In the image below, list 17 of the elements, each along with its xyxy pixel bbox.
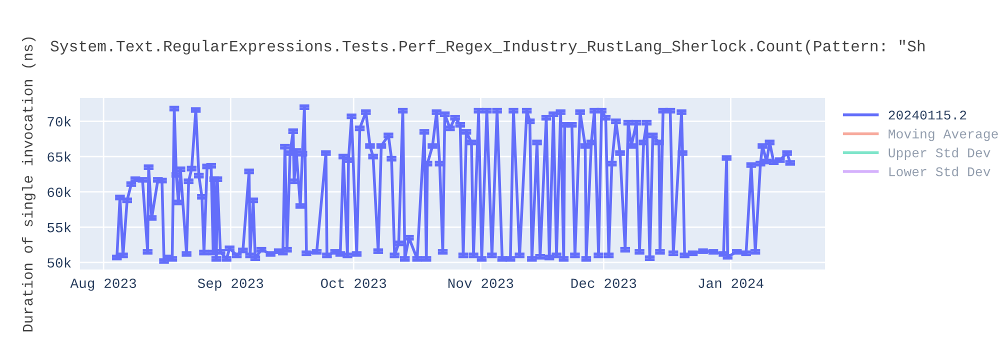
y-tick-label: 55k <box>48 222 71 232</box>
x-tick-label: Oct 2023 <box>320 278 386 288</box>
y-tick-label: 70k <box>48 116 71 126</box>
legend-label: Lower Std Dev <box>889 166 990 176</box>
legend-label: Moving Average <box>888 128 998 142</box>
x-tick-label: Jan 2024 <box>698 278 764 288</box>
legend-label: Upper Std Dev <box>888 148 990 160</box>
x-tick-label: Nov 2023 <box>448 278 514 288</box>
y-tick-label: 65k <box>48 152 71 162</box>
x-tick-label: Dec 2023 <box>571 278 636 288</box>
y-axis-title: Duration of single invocation (ns) <box>22 37 36 332</box>
y-tick-label: 60k <box>48 186 71 198</box>
y-tick-label: 50k <box>48 257 71 268</box>
legend-label: 20240115.2 <box>888 110 966 120</box>
chart-title: System.Text.RegularExpressions.Tests.Perf_Regex_Industry_RustLang_Sherlock.Count(Pattern: "Sh <box>50 40 925 55</box>
x-tick-label: Sep 2023 <box>198 278 264 291</box>
x-tick-label: Aug 2023 <box>70 278 136 291</box>
